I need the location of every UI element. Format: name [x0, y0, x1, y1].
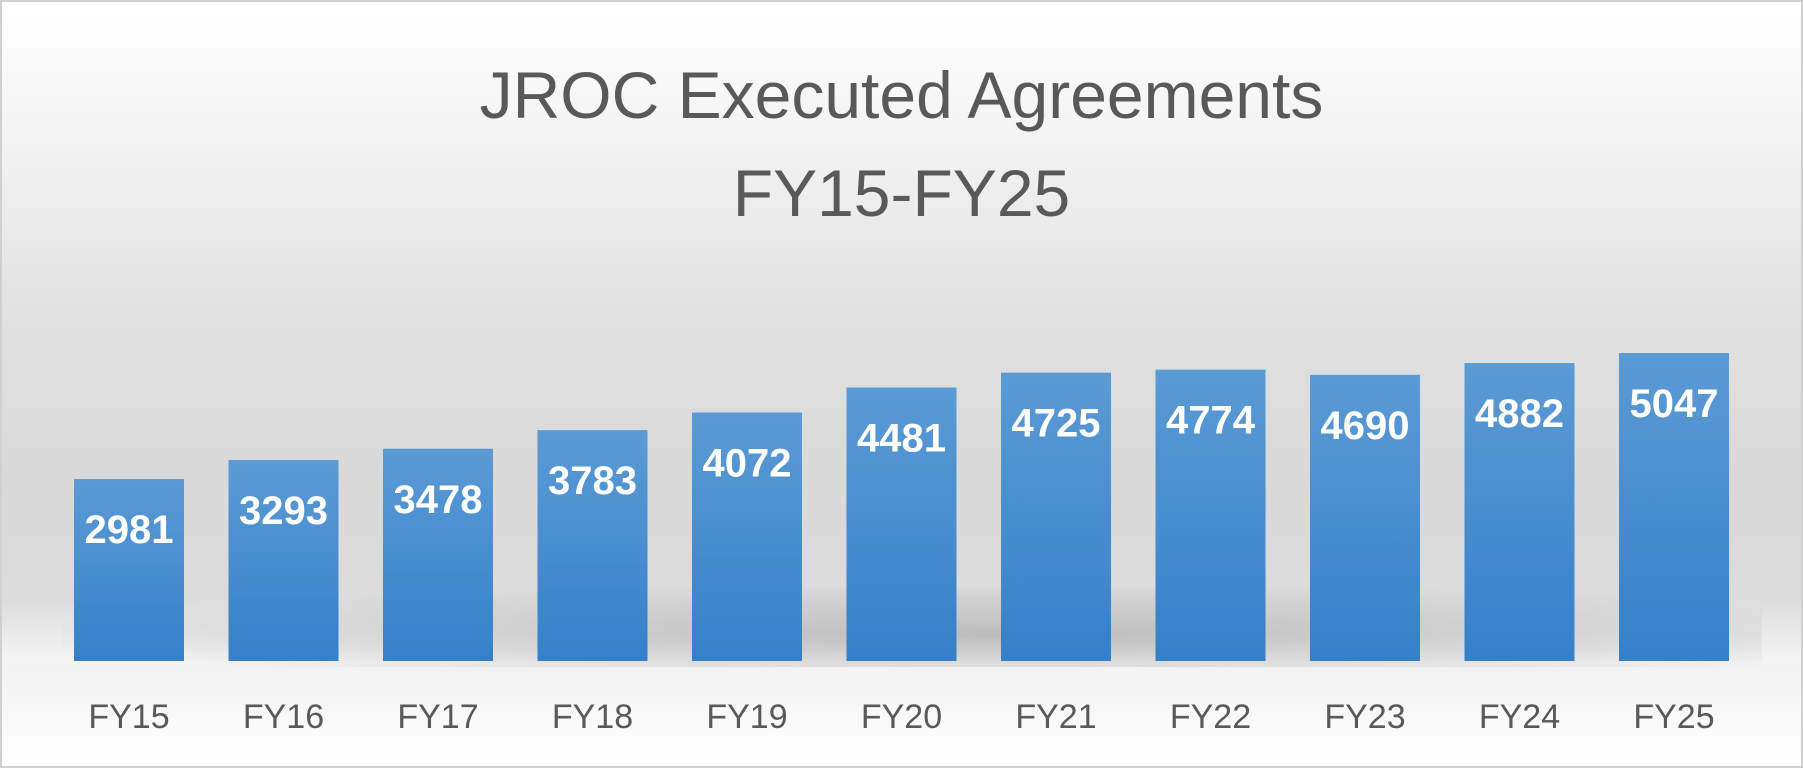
bar-fy18: [537, 430, 648, 661]
x-tick-label: FY17: [397, 698, 478, 736]
data-label: 4882: [1475, 392, 1564, 436]
bar-fy16: [228, 460, 339, 661]
data-label: 4774: [1166, 399, 1256, 443]
bar-fy15: [74, 479, 184, 661]
x-tick-label: FY22: [1170, 698, 1251, 736]
bar-fy21: [1001, 372, 1111, 661]
x-tick-label: FY18: [552, 698, 633, 736]
data-label: 3478: [394, 478, 483, 522]
data-label: 2981: [85, 508, 174, 552]
bar-fy23: [1310, 374, 1420, 661]
bar-fy19: [692, 412, 802, 661]
x-tick-label: FY21: [1015, 698, 1096, 736]
bar-fy25: [1619, 353, 1729, 661]
x-tick-label: FY23: [1324, 698, 1405, 736]
data-label: 3293: [239, 489, 328, 533]
chart-title-line1: JROC Executed Agreements: [479, 58, 1324, 132]
chart-floor: [2, 665, 1801, 766]
bar-fy17: [383, 448, 493, 661]
chart-title-line2: FY15-FY25: [732, 156, 1071, 230]
x-tick-label: FY25: [1633, 698, 1714, 736]
x-tick-label: FY16: [243, 698, 324, 736]
data-label: 5047: [1630, 382, 1719, 426]
bar-fy22: [1155, 369, 1266, 661]
x-tick-label: FY20: [861, 698, 942, 736]
bar-fy20: [846, 387, 957, 661]
data-label: 4690: [1321, 404, 1410, 448]
data-label: 4481: [857, 417, 946, 461]
bar-fy24: [1464, 363, 1575, 661]
data-label: 4072: [703, 442, 792, 486]
x-tick-label: FY24: [1479, 698, 1560, 736]
data-label: 4725: [1012, 402, 1101, 446]
x-tick-label: FY19: [706, 698, 787, 736]
x-tick-label: FY15: [88, 698, 169, 736]
data-label: 3783: [548, 459, 637, 503]
